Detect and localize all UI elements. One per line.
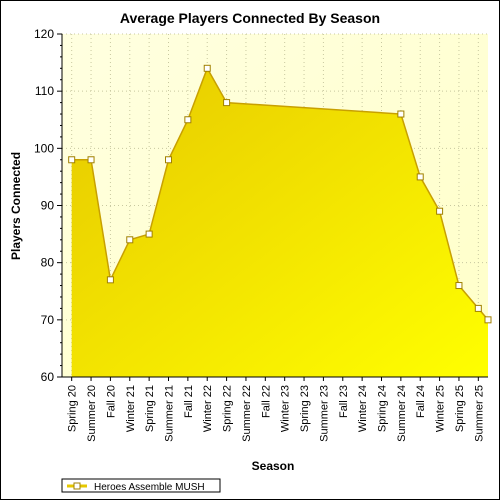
legend: Heroes Assemble MUSH bbox=[61, 478, 221, 493]
legend-label: Heroes Assemble MUSH bbox=[94, 482, 205, 493]
x-tick-label: Summer 22 bbox=[241, 385, 253, 442]
legend-marker-swatch bbox=[73, 482, 81, 490]
data-point-marker bbox=[416, 173, 424, 181]
data-point-marker bbox=[106, 276, 114, 284]
data-point-marker bbox=[474, 304, 482, 312]
x-tick-label: Spring 23 bbox=[299, 385, 311, 432]
x-tick-label: Winter 24 bbox=[357, 385, 369, 432]
x-tick-label: Winter 23 bbox=[280, 385, 292, 432]
plot-area bbox=[62, 33, 492, 378]
x-axis-title: Season bbox=[252, 459, 295, 473]
data-point-marker bbox=[145, 230, 153, 238]
x-tick-label: Fall 20 bbox=[105, 385, 117, 418]
data-point-marker bbox=[165, 156, 172, 164]
chart-title: Average Players Connected By Season bbox=[120, 10, 380, 26]
data-point-marker bbox=[87, 156, 95, 164]
x-tick-label: Summer 23 bbox=[318, 385, 330, 442]
x-tick-label: Summer 25 bbox=[473, 385, 485, 442]
axes bbox=[57, 33, 488, 381]
x-tick-label: Fall 24 bbox=[415, 385, 427, 418]
x-tick-label: Spring 24 bbox=[377, 385, 389, 432]
x-tick-label: Summer 21 bbox=[164, 385, 176, 442]
x-tick-label: Spring 25 bbox=[454, 385, 466, 432]
data-point-marker bbox=[126, 236, 134, 244]
x-tick-label: Winter 22 bbox=[202, 385, 214, 432]
x-tick-label: Fall 21 bbox=[183, 385, 195, 418]
x-tick-label: Fall 22 bbox=[260, 385, 272, 418]
data-point-marker bbox=[223, 99, 231, 107]
y-tick-labels: 60 70 80 90 100 110 120 bbox=[34, 27, 54, 384]
data-point-marker bbox=[484, 316, 492, 324]
x-tick-label: Summer 24 bbox=[396, 385, 408, 442]
y-tick-label: 90 bbox=[41, 199, 55, 213]
data-point-marker bbox=[455, 282, 463, 290]
data-point-marker bbox=[203, 64, 211, 72]
x-tick-label: Winter 25 bbox=[435, 385, 447, 432]
y-tick-label: 80 bbox=[41, 256, 55, 270]
x-tick-label: Summer 20 bbox=[86, 385, 98, 442]
x-tick-label: Spring 22 bbox=[222, 385, 234, 432]
y-tick-label: 100 bbox=[34, 141, 54, 155]
x-tick-label: Fall 23 bbox=[338, 385, 350, 418]
x-tick-label: Spring 20 bbox=[67, 385, 79, 432]
legend-box bbox=[61, 478, 221, 493]
data-point-marker bbox=[68, 156, 76, 164]
y-tick-label: 120 bbox=[34, 27, 54, 41]
y-tick-label: 110 bbox=[35, 84, 54, 98]
data-point-marker bbox=[184, 116, 192, 124]
y-axis-title: Players Connected bbox=[9, 152, 23, 260]
data-point-marker bbox=[436, 207, 444, 215]
y-tick-label: 70 bbox=[41, 313, 55, 327]
x-tick-label: Winter 21 bbox=[125, 385, 137, 432]
data-point-marker bbox=[397, 110, 405, 118]
x-tick-label: Spring 21 bbox=[144, 385, 156, 432]
y-tick-label: 60 bbox=[41, 370, 55, 384]
series-markers bbox=[68, 64, 492, 324]
x-tick-labels: Spring 20 Summer 20 Fall 20 Winter 21 Spring… bbox=[67, 385, 486, 442]
